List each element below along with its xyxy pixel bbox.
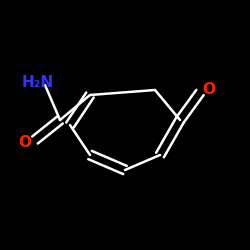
Text: O: O bbox=[202, 82, 215, 98]
Text: H₂N: H₂N bbox=[22, 75, 54, 90]
Text: O: O bbox=[18, 135, 32, 150]
